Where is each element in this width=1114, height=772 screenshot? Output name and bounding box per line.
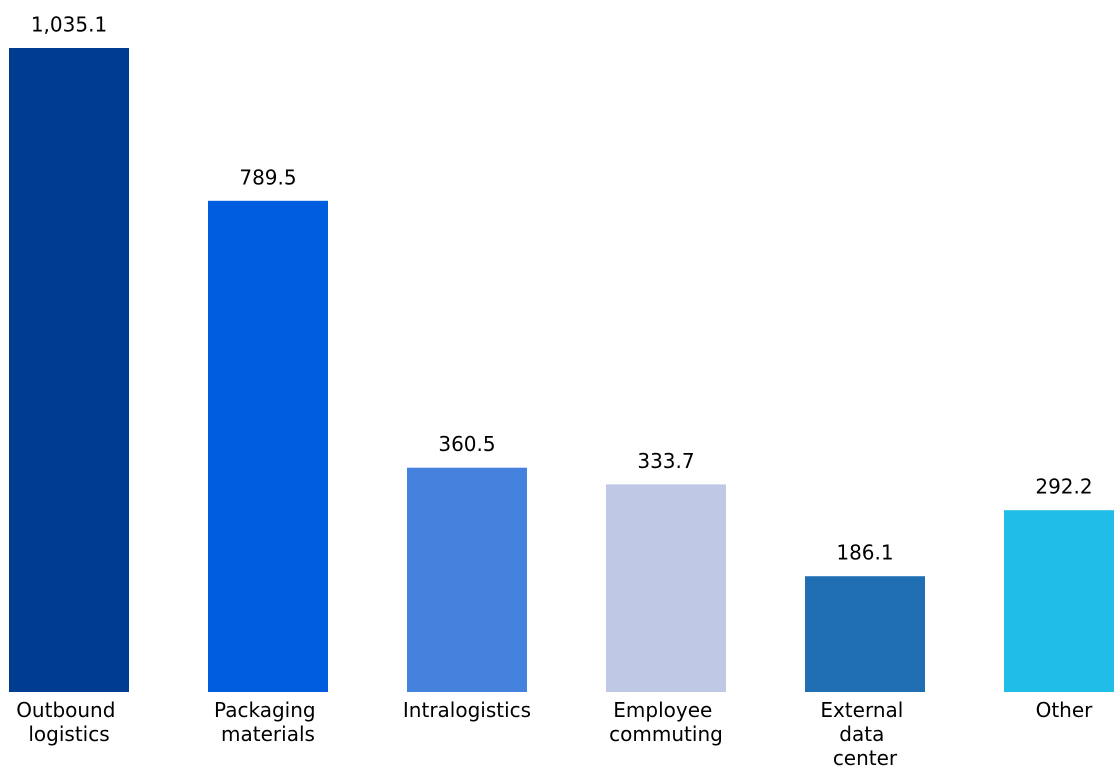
label-line: Other — [1036, 698, 1094, 722]
bar — [1004, 510, 1114, 692]
bar — [407, 467, 527, 692]
bar — [606, 484, 726, 692]
label-line: Outbound — [16, 698, 122, 722]
x-tick-label: Other — [1036, 698, 1094, 722]
bar — [208, 200, 328, 692]
value-label: 789.5 — [239, 165, 296, 189]
x-tick-label: Outbound logistics — [16, 698, 122, 746]
value-label: 186.1 — [836, 541, 893, 565]
value-label: 292.2 — [1035, 475, 1092, 499]
label-line: Intralogistics — [403, 698, 531, 722]
label-line: center — [833, 746, 898, 770]
bar — [9, 48, 129, 692]
x-tick-label: Intralogistics — [403, 698, 531, 722]
x-tick-label: Packaging materials — [214, 698, 322, 746]
label-line: data — [839, 722, 890, 746]
label-line: materials — [221, 722, 315, 746]
x-tick-label: External data center — [820, 698, 909, 770]
value-label: 1,035.1 — [31, 13, 107, 37]
bar — [805, 576, 925, 692]
x-tick-label: Employee commuting — [609, 698, 723, 746]
label-line: Employee — [613, 698, 718, 722]
label-line: Packaging — [214, 698, 322, 722]
label-line: External — [820, 698, 909, 722]
label-line: commuting — [609, 722, 723, 746]
value-label: 360.5 — [438, 432, 495, 456]
value-label: 333.7 — [637, 449, 694, 473]
label-line: logistics — [28, 722, 109, 746]
